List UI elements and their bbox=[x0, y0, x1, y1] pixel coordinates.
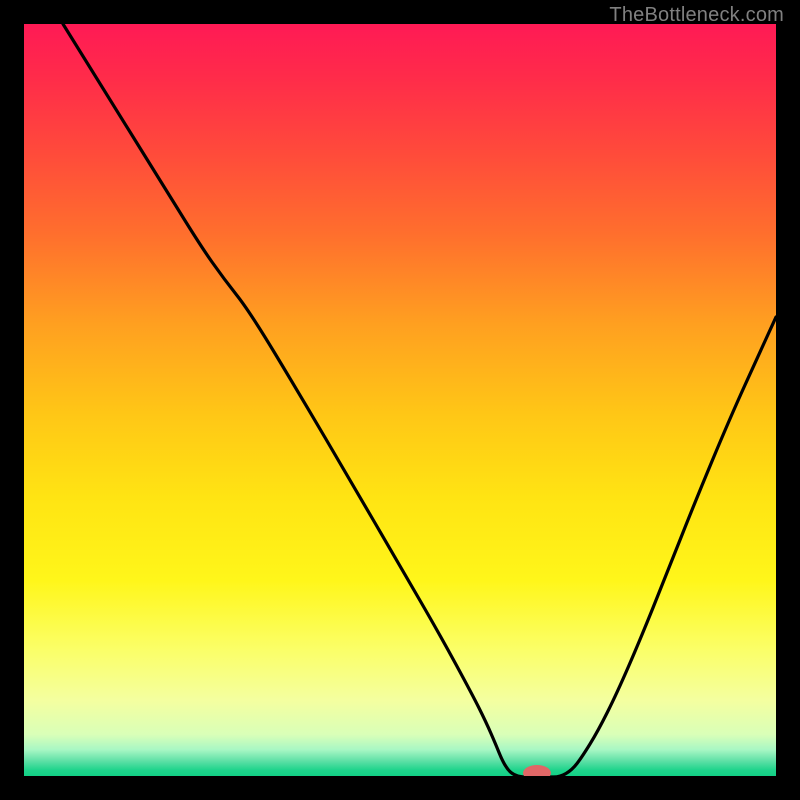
plot-gradient-background bbox=[24, 24, 776, 776]
chart-container: TheBottleneck.com bbox=[0, 0, 800, 800]
watermark-label: TheBottleneck.com bbox=[609, 4, 784, 27]
bottleneck-chart bbox=[0, 0, 800, 800]
